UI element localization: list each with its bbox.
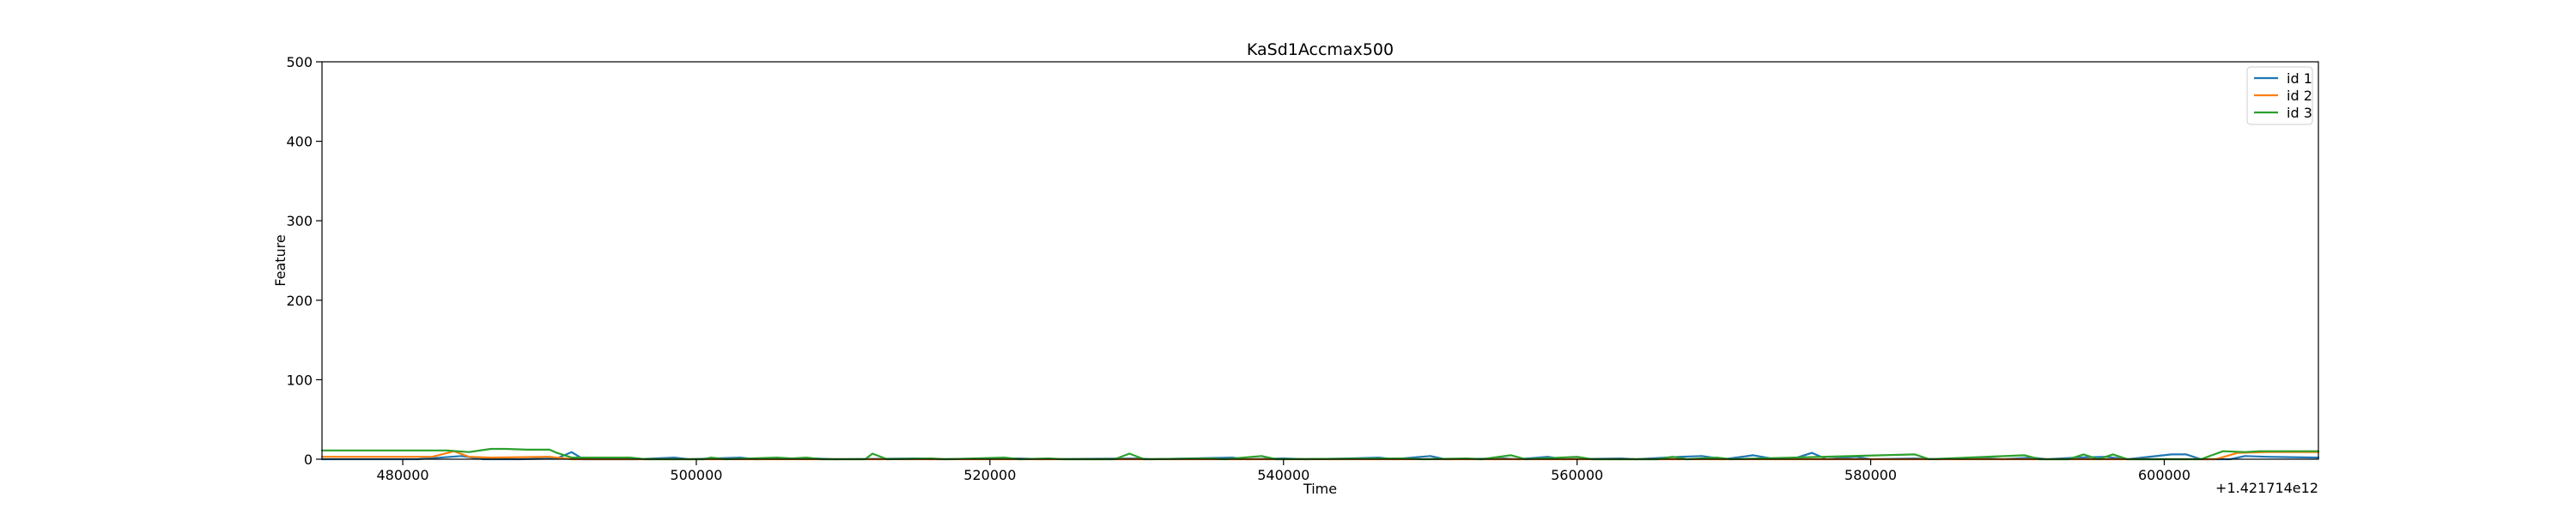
plot-background (322, 62, 2318, 459)
y-tick-label: 0 (304, 451, 313, 468)
x-tick-label: 480000 (376, 467, 428, 483)
y-axis: 0 100 200 300 400 500 (286, 54, 322, 468)
x-tick-label: 500000 (670, 467, 722, 483)
plot-frame (321, 61, 2319, 460)
legend: id 1id 2id 3 (2246, 66, 2313, 125)
legend-label: id 2 (2287, 88, 2312, 104)
legend-label: id 3 (2287, 105, 2312, 121)
x-tick-label: 520000 (963, 467, 1016, 483)
x-axis-offset-label: +1.421714e12 (2215, 480, 2318, 496)
x-tick-label: 560000 (1551, 467, 1603, 483)
x-tick-label: 540000 (1257, 467, 1309, 483)
y-tick-label: 300 (286, 213, 313, 229)
y-tick-label: 200 (286, 293, 313, 309)
legend-label: id 1 (2287, 70, 2312, 87)
series-line-3 (320, 447, 2320, 461)
x-axis-title: Time (1303, 481, 1337, 497)
x-tick-label: 600000 (2138, 467, 2190, 483)
x-tick-label: 580000 (1844, 467, 1897, 483)
y-tick-label: 400 (286, 134, 313, 150)
y-tick-label: 100 (286, 372, 313, 388)
legend-frame (2246, 66, 2313, 125)
x-axis: 480000 500000 520000 540000 560000 580000 6000… (376, 459, 2190, 483)
plot-area (320, 61, 2320, 461)
y-axis-title: Feature (272, 234, 289, 286)
chart-title: KaSd1Accmax500 (1247, 40, 1394, 59)
y-tick-label: 500 (286, 54, 313, 70)
